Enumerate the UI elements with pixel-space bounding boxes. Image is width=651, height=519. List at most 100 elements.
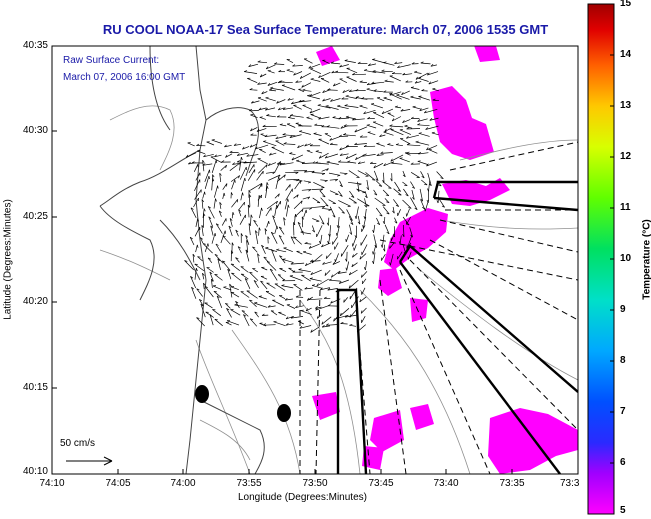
- current-vector-head: [339, 134, 342, 137]
- current-vector-head: [234, 303, 238, 306]
- current-vector-head: [345, 267, 348, 271]
- current-vector: [290, 316, 304, 319]
- current-vector: [318, 138, 330, 145]
- current-vector: [342, 89, 350, 94]
- current-vector: [216, 295, 223, 309]
- ytick-label: 40:20: [22, 296, 48, 307]
- current-vector: [222, 183, 228, 190]
- current-vector: [204, 169, 210, 183]
- current-vector: [430, 64, 437, 67]
- current-vector-head: [248, 223, 251, 227]
- xtick-label: 73:35: [499, 478, 525, 489]
- current-vector-head: [295, 305, 298, 308]
- current-vector-head: [304, 143, 307, 147]
- current-vector-head: [287, 198, 289, 202]
- current-vector: [346, 76, 357, 82]
- current-vector: [406, 208, 410, 217]
- current-vector: [240, 266, 249, 273]
- current-vector-head: [210, 225, 214, 229]
- current-vector-head: [382, 248, 386, 252]
- current-vector-head: [402, 234, 405, 237]
- current-vector: [315, 150, 323, 154]
- current-vector-head: [249, 108, 253, 112]
- current-vector-head: [344, 104, 348, 106]
- current-vector: [356, 188, 366, 193]
- current-vector-head: [295, 295, 299, 298]
- current-vector: [244, 71, 258, 74]
- current-vector-head: [321, 125, 325, 128]
- current-vector: [239, 157, 242, 171]
- current-vector: [270, 310, 278, 316]
- current-vector-head: [261, 207, 263, 211]
- current-vector-head: [232, 212, 235, 216]
- current-vector-head: [251, 100, 254, 104]
- current-vector-head: [326, 160, 330, 163]
- current-vector-head: [394, 105, 399, 108]
- current-vector: [364, 208, 367, 219]
- current-vector: [426, 161, 438, 167]
- current-vector: [293, 194, 299, 199]
- current-vector-head: [389, 262, 391, 266]
- current-vector: [366, 124, 377, 129]
- current-vector: [202, 243, 213, 254]
- current-vector-head: [267, 236, 270, 240]
- current-vector-head: [324, 272, 327, 276]
- current-vector: [354, 143, 367, 145]
- current-vector-head: [432, 87, 436, 90]
- current-vector-head: [267, 305, 271, 308]
- current-vector-head: [184, 260, 188, 262]
- current-vector: [345, 95, 358, 99]
- current-vector-head: [286, 69, 290, 71]
- current-vector: [346, 261, 350, 271]
- current-vector: [381, 70, 393, 73]
- current-vector-head: [254, 146, 258, 150]
- current-vector-head: [242, 192, 244, 196]
- current-vector: [279, 255, 286, 264]
- current-vector-head: [267, 82, 271, 86]
- current-vector: [257, 82, 267, 85]
- current-vector: [260, 73, 267, 78]
- current-vector: [243, 314, 250, 327]
- current-vector: [284, 198, 289, 210]
- current-vector-head: [278, 274, 282, 276]
- current-vector: [266, 261, 277, 271]
- current-vector-head: [332, 116, 336, 118]
- current-vector-head: [327, 88, 331, 91]
- current-vector-head: [350, 222, 354, 225]
- current-vector: [376, 143, 385, 147]
- current-vector: [389, 93, 402, 100]
- current-vector: [256, 170, 264, 181]
- current-vector-head: [289, 135, 293, 138]
- current-vector: [249, 271, 259, 281]
- current-vector-head: [192, 253, 195, 257]
- current-vector: [286, 59, 294, 64]
- current-vector: [346, 209, 353, 221]
- current-vector-head: [298, 100, 302, 103]
- xtick-label: 73:3: [560, 478, 580, 489]
- current-vector: [311, 225, 315, 233]
- current-vector-head: [277, 80, 281, 84]
- current-vector-head: [295, 214, 297, 218]
- current-vector-head: [341, 212, 345, 214]
- current-vector-head: [381, 111, 385, 115]
- current-vector: [411, 189, 415, 200]
- current-vector-head: [301, 208, 304, 213]
- current-vector-head: [283, 217, 286, 221]
- current-vector: [352, 236, 357, 247]
- current-vector-head: [382, 220, 385, 225]
- current-vector: [373, 112, 385, 119]
- current-vector-head: [300, 200, 303, 204]
- current-vector: [359, 296, 367, 303]
- current-vector: [268, 162, 277, 166]
- current-vector: [366, 179, 369, 190]
- current-vector-head: [362, 225, 364, 229]
- current-vector-head: [295, 172, 299, 175]
- current-vector-head: [257, 253, 260, 257]
- current-vector-head: [249, 271, 253, 274]
- current-vector: [259, 207, 262, 219]
- current-vector-head: [360, 310, 363, 314]
- current-vector-head: [231, 242, 234, 246]
- current-vector: [313, 133, 322, 136]
- map-title: RU COOL NOAA-17 Sea Surface Temperature:…: [102, 22, 549, 37]
- current-vector-head: [374, 193, 378, 196]
